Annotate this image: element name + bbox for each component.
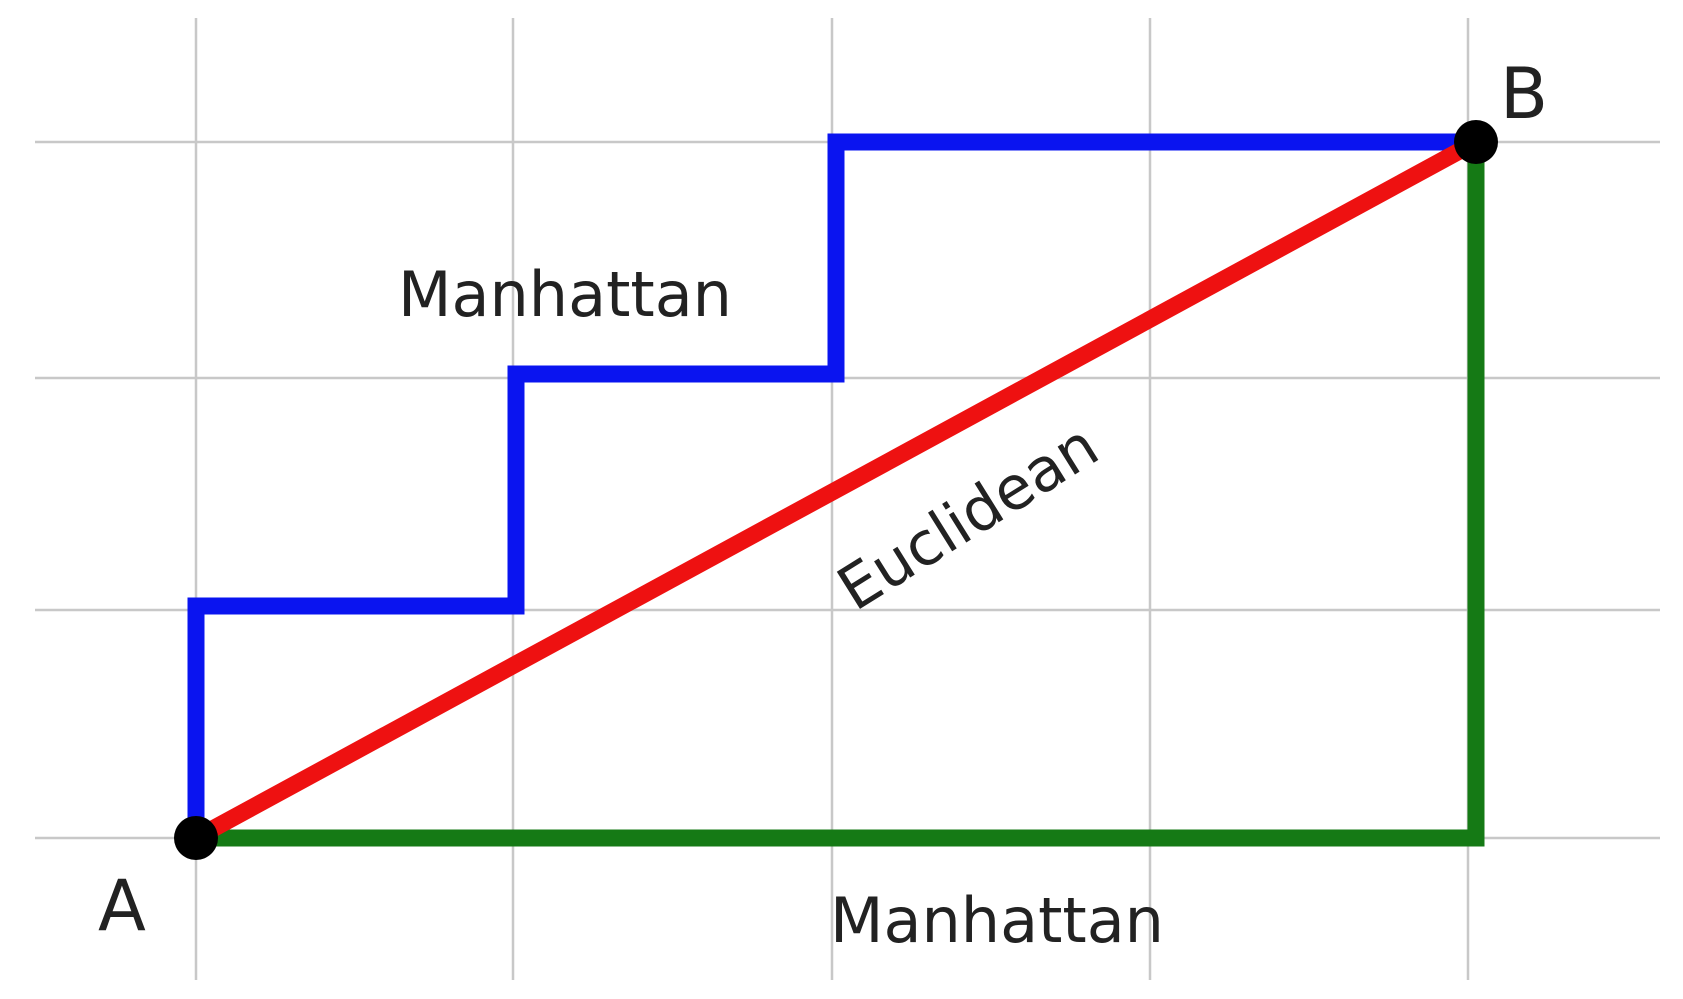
point-a-dot	[174, 816, 218, 860]
manhattan-bottom-label: Manhattan	[830, 884, 1164, 957]
point-b-label: B	[1500, 53, 1548, 135]
manhattan-top-label: Manhattan	[398, 258, 732, 331]
point-a-label: A	[98, 865, 146, 947]
point-b-dot	[1454, 120, 1498, 164]
euclidean-label: Euclidean	[826, 411, 1111, 625]
